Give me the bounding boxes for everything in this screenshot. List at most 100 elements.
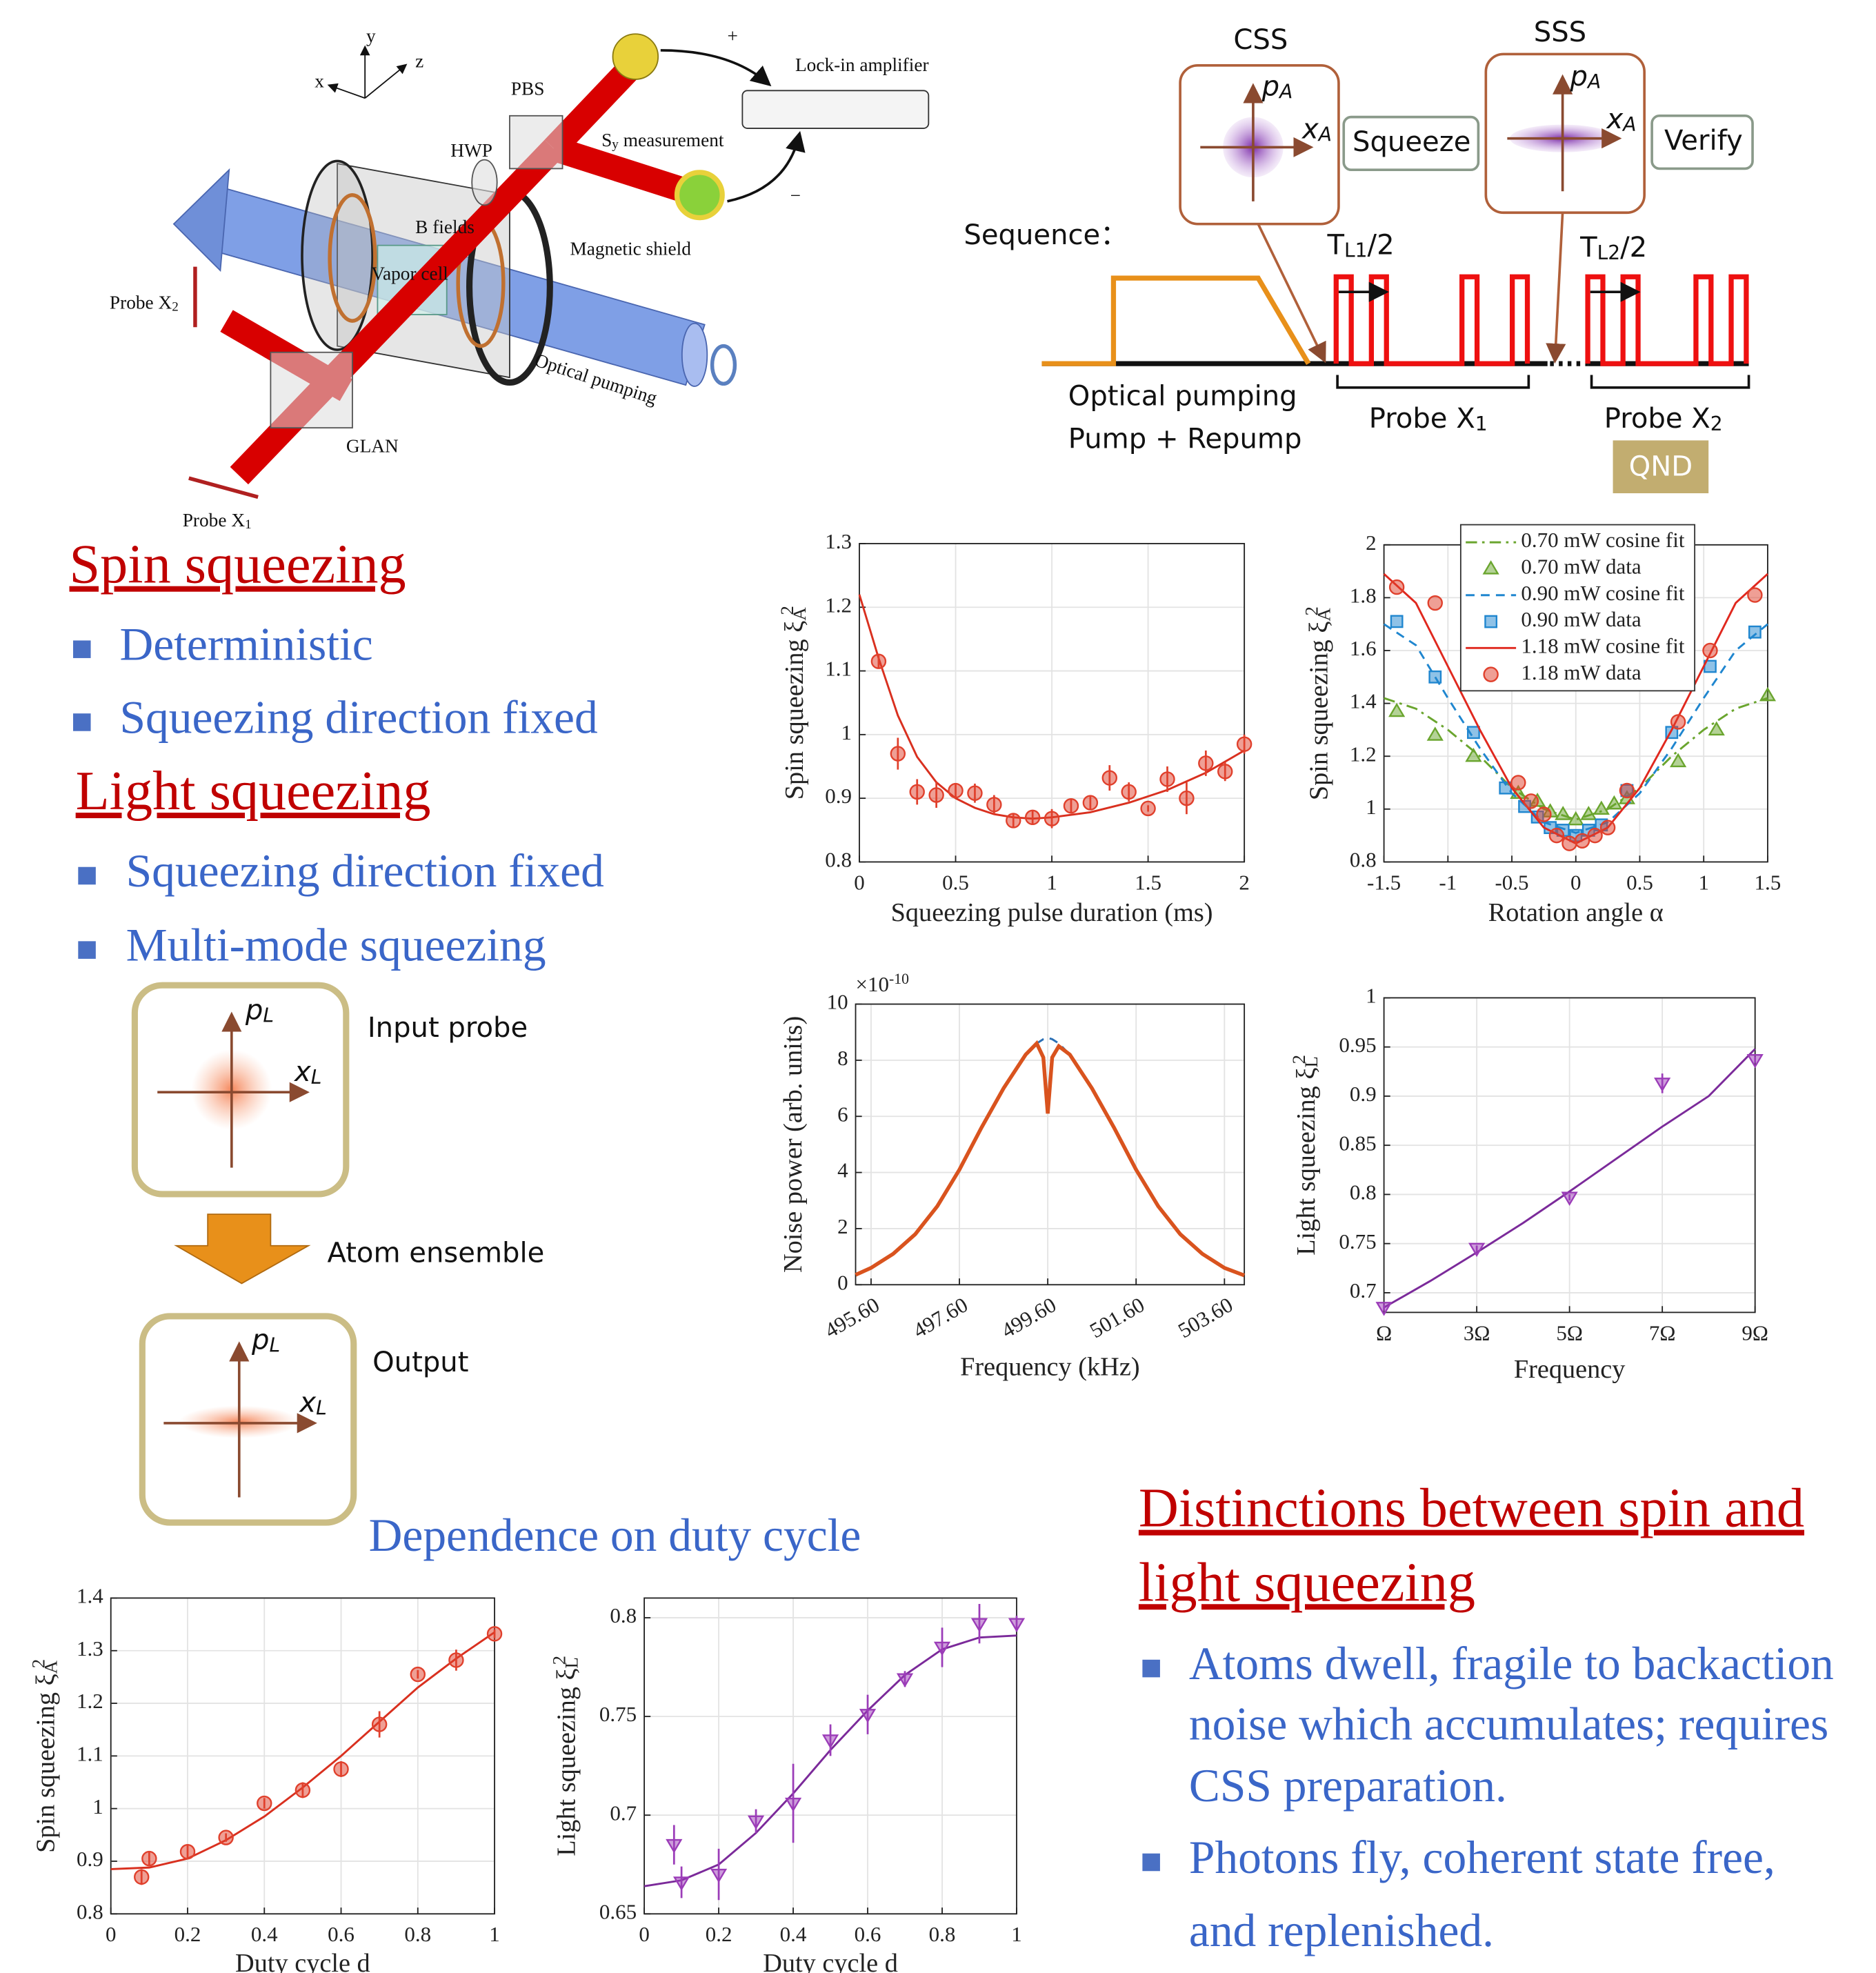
signal-arrow [661, 50, 768, 83]
data-point [1160, 772, 1174, 786]
data-point [257, 1796, 271, 1810]
axis-arrow [330, 86, 365, 98]
data-point [1620, 784, 1634, 797]
text-sup: -10 [889, 971, 909, 987]
data-point [891, 746, 905, 760]
text-base: x [1605, 103, 1624, 135]
data-point [1141, 802, 1155, 815]
probe-beam [554, 69, 629, 148]
data-point [1430, 671, 1441, 682]
data-point [1575, 834, 1589, 848]
data-point [930, 788, 944, 802]
x-tick-label: 1 [1011, 1922, 1022, 1946]
beam-end [682, 324, 707, 386]
data-point [1064, 799, 1078, 813]
text-sup: 2 [777, 606, 797, 615]
apparatus-label: z [415, 50, 423, 71]
text-base: Spin squeezing ξ [780, 621, 809, 800]
sequence-label: SSS [1534, 17, 1586, 48]
y-tick-label: 1.6 [1350, 636, 1377, 660]
heading: Distinctions between spin and [1139, 1478, 1804, 1539]
data-point [1122, 785, 1136, 799]
bullet-marker [1142, 1854, 1160, 1872]
x-tick-label: 0.8 [404, 1922, 431, 1946]
text-sub: L [263, 1004, 274, 1027]
x-tick-label: 0.4 [780, 1922, 807, 1946]
apparatus-label: x [315, 71, 324, 92]
process-arrow [177, 1214, 309, 1283]
apparatus [174, 34, 928, 497]
plot-area [856, 1004, 1245, 1285]
y-tick-label: 1.1 [825, 657, 852, 681]
sequence-label: TL2/2 [1579, 232, 1647, 264]
slide: xyzLock-in amplifier+−PBSHWPSy measureme… [0, 0, 1876, 1973]
x-axis-label: Squeezing pulse duration (ms) [891, 898, 1213, 927]
data-point [910, 785, 924, 799]
data-point [1103, 771, 1117, 785]
x-tick-label: 0.5 [942, 870, 969, 894]
y-tick-label: 0.95 [1339, 1033, 1376, 1057]
apparatus-label: HWP [450, 140, 492, 161]
data-point [1601, 821, 1615, 835]
x-tick-label: 3Ω [1464, 1320, 1490, 1345]
lock-in-box [742, 90, 928, 128]
x-tick-label: 0.2 [174, 1922, 201, 1946]
legend-swatch [1485, 616, 1496, 627]
apparatus-label: PBS [511, 79, 545, 99]
text-base: p [1570, 61, 1588, 92]
y-tick-label: 0.8 [1350, 848, 1377, 872]
bullet-text: Squeezing direction fixed [126, 845, 604, 897]
text-base: Probe X [110, 293, 172, 313]
legend-label: 0.90 mW data [1521, 607, 1641, 631]
data-point [411, 1667, 425, 1681]
text-sup: 2 [28, 1659, 49, 1668]
text-sub: A [1586, 70, 1601, 93]
apparatus-label: Sy measurement [601, 130, 724, 152]
bullet-text: Atoms dwell, fragile to backaction [1189, 1638, 1834, 1689]
y-tick-label: 1.3 [77, 1636, 103, 1660]
text-base: Probe X [1604, 403, 1710, 435]
text-sub: A [1317, 123, 1332, 146]
bullet-marker [78, 941, 96, 959]
text-base: x [1301, 114, 1319, 146]
text-base: T [1579, 232, 1597, 264]
phase-label: Input probe [368, 1012, 528, 1044]
x-tick-label: 0.6 [855, 1922, 881, 1946]
data-point [142, 1852, 156, 1865]
text-base: Spin squeezing ξ [31, 1674, 60, 1853]
apparatus-label: y [366, 26, 376, 46]
y-tick-label: 0.9 [1350, 1082, 1377, 1106]
text-sub: A [1621, 113, 1636, 136]
y-tick-label: 1 [1366, 984, 1377, 1008]
heading: light squeezing [1139, 1551, 1475, 1613]
text-sub: L2 [1597, 241, 1621, 264]
data-point [1084, 796, 1097, 810]
apparatus-label: Lock-in amplifier [795, 54, 929, 75]
shield-end [302, 161, 372, 350]
x-axis-label: Rotation angle α [1488, 898, 1664, 927]
text-sub: L1 [1344, 239, 1368, 262]
y-tick-label: 1 [1366, 795, 1377, 819]
data-point [1748, 588, 1762, 602]
x-axis-label: Frequency [1514, 1355, 1626, 1384]
data-point [1671, 715, 1685, 728]
sequence-label: Pump + Repump [1068, 423, 1302, 455]
data-point [1550, 829, 1564, 842]
data-point [949, 784, 963, 797]
data-point [1391, 616, 1402, 627]
detector [677, 172, 723, 218]
text-sup: 2 [1289, 1055, 1310, 1064]
text-base: p [251, 1324, 269, 1356]
x-tick-label: 501.60 [1086, 1292, 1148, 1342]
x-tick-label: 0.2 [706, 1922, 732, 1946]
pump-pulse [1041, 278, 1308, 364]
y-tick-label: 8 [837, 1046, 848, 1070]
x-tick-label: 1 [1698, 870, 1709, 894]
y-axis-label: Spin squeezing ξA2 [28, 1659, 61, 1853]
y-tick-label: 0.8 [825, 848, 852, 872]
bullet-text: Photons fly, coherent state free, [1189, 1832, 1775, 1883]
y-tick-label: 1.2 [1350, 742, 1377, 766]
y-tick-label: 2 [837, 1214, 848, 1238]
sequence-label: Optical pumping [1068, 380, 1297, 412]
bullet-text: Squeezing direction fixed [120, 691, 598, 743]
